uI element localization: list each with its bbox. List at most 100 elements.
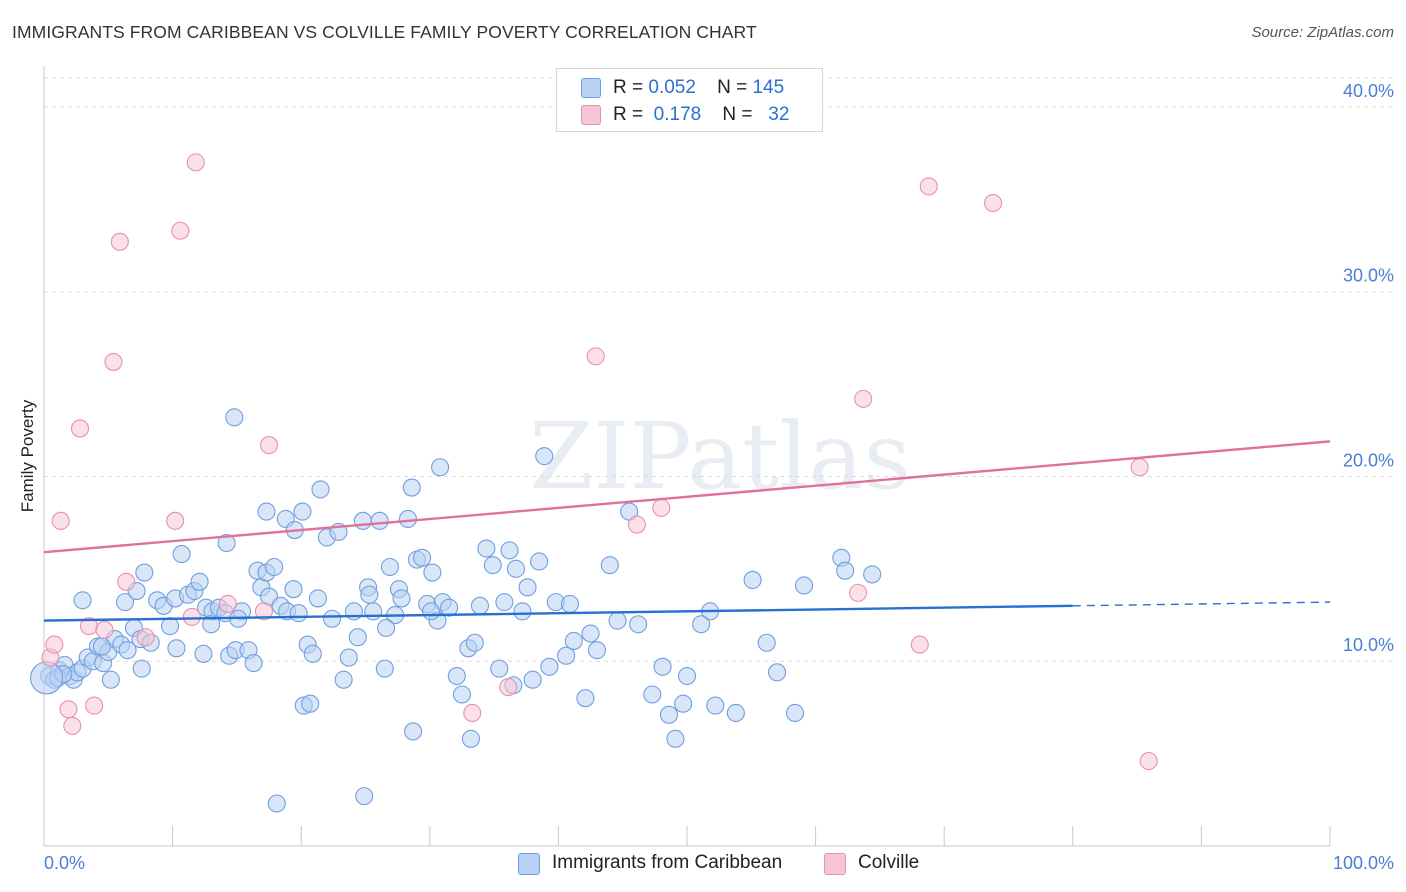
data-point — [506, 559, 526, 578]
data-point — [339, 648, 358, 667]
data-point — [380, 557, 399, 577]
axes — [43, 66, 1331, 847]
data-point — [659, 705, 679, 724]
data-point — [402, 478, 421, 497]
data-point — [666, 729, 685, 748]
data-point — [166, 511, 185, 530]
data-point — [564, 631, 583, 650]
trend-line-caribbean — [43, 604, 1073, 622]
legend-r-value: 0.178 — [653, 104, 702, 125]
data-point — [186, 153, 205, 172]
data-point — [115, 593, 135, 612]
data-point — [643, 685, 662, 704]
legend-text-caribbean: R = 0.052 N = 145 — [613, 77, 784, 99]
data-point — [540, 657, 559, 676]
data-point — [422, 602, 441, 621]
data-point — [217, 533, 236, 553]
data-point — [92, 637, 111, 656]
trend-line-colville — [43, 440, 1331, 554]
data-point — [267, 794, 286, 813]
data-point — [477, 539, 496, 558]
legend-r-label: R = — [613, 77, 644, 98]
data-point — [218, 594, 237, 614]
data-point — [854, 389, 873, 408]
data-point — [848, 583, 868, 602]
data-point — [51, 511, 70, 530]
data-point — [355, 787, 374, 806]
data-point — [919, 177, 938, 196]
data-point — [135, 563, 154, 582]
data-point — [265, 557, 284, 577]
data-point — [348, 628, 367, 647]
legend-n-label: N = — [722, 104, 753, 125]
data-point — [629, 615, 648, 634]
data-point — [172, 545, 191, 564]
data-point — [413, 548, 432, 567]
data-point — [404, 722, 423, 741]
y-tick-label: 30.0% — [1343, 266, 1394, 286]
data-point — [244, 654, 263, 673]
data-point — [500, 541, 519, 560]
y-tick-label: 20.0% — [1343, 450, 1394, 470]
data-point — [73, 591, 92, 610]
data-point — [495, 593, 514, 612]
data-point — [202, 615, 221, 634]
data-point — [452, 685, 472, 704]
legend-r-label: R = — [613, 104, 644, 125]
data-point — [652, 498, 671, 517]
data-point — [576, 689, 595, 708]
data-point — [557, 646, 576, 665]
data-point — [110, 232, 129, 251]
series-colville-points — [41, 153, 1158, 771]
data-point — [726, 703, 745, 723]
x-tick-label-start: 0.0% — [44, 853, 85, 873]
data-point — [171, 221, 190, 240]
data-point — [440, 598, 459, 617]
data-point — [289, 604, 308, 623]
data-point — [132, 659, 151, 678]
legend-swatch-blue — [581, 78, 601, 98]
data-point — [118, 641, 137, 660]
data-point — [303, 644, 322, 663]
trend-line-caribbean-extension — [1072, 601, 1331, 607]
data-point — [518, 578, 537, 597]
data-point — [364, 602, 383, 621]
data-point — [600, 556, 619, 575]
legend-r-value: 0.052 — [648, 77, 696, 98]
series-caribbean-points — [30, 408, 882, 813]
source-label: Source: ZipAtlas.com — [1251, 24, 1394, 41]
bottom-legend-swatch-blue — [518, 853, 540, 875]
data-point — [398, 509, 417, 529]
data-point — [767, 663, 787, 682]
legend-text-colville: R = 0.178 N = 32 — [613, 104, 789, 126]
y-tick-label: 40.0% — [1343, 81, 1394, 101]
legend-swatch-pink — [581, 105, 601, 125]
data-point — [653, 657, 672, 676]
data-point — [423, 563, 442, 582]
data-point — [461, 729, 481, 748]
data-point — [45, 635, 64, 654]
data-point — [674, 694, 693, 713]
data-point — [257, 502, 276, 521]
data-point — [470, 596, 490, 615]
data-point — [535, 447, 554, 466]
data-point — [587, 641, 607, 660]
grid-lines — [44, 77, 1394, 662]
chart-title: IMMIGRANTS FROM CARIBBEAN VS COLVILLE FA… — [12, 22, 757, 42]
bottom-legend-swatch-pink — [824, 853, 846, 875]
data-point — [513, 602, 532, 621]
data-point — [182, 607, 201, 626]
data-point — [692, 615, 711, 634]
bottom-legend-label-caribbean: Immigrants from Caribbean — [552, 852, 783, 873]
bottom-legend-label-colville: Colville — [858, 852, 920, 873]
data-point — [465, 633, 484, 652]
data-point — [431, 458, 450, 477]
data-point — [117, 572, 136, 591]
y-tick-labels: 10.0% 20.0% 30.0% 40.0% — [1343, 81, 1394, 655]
data-point — [136, 628, 155, 647]
x-tick-label-end: 100.0% — [1333, 853, 1394, 873]
data-point — [586, 347, 605, 366]
legend-n-value: 32 — [768, 104, 790, 125]
data-point — [101, 670, 120, 689]
